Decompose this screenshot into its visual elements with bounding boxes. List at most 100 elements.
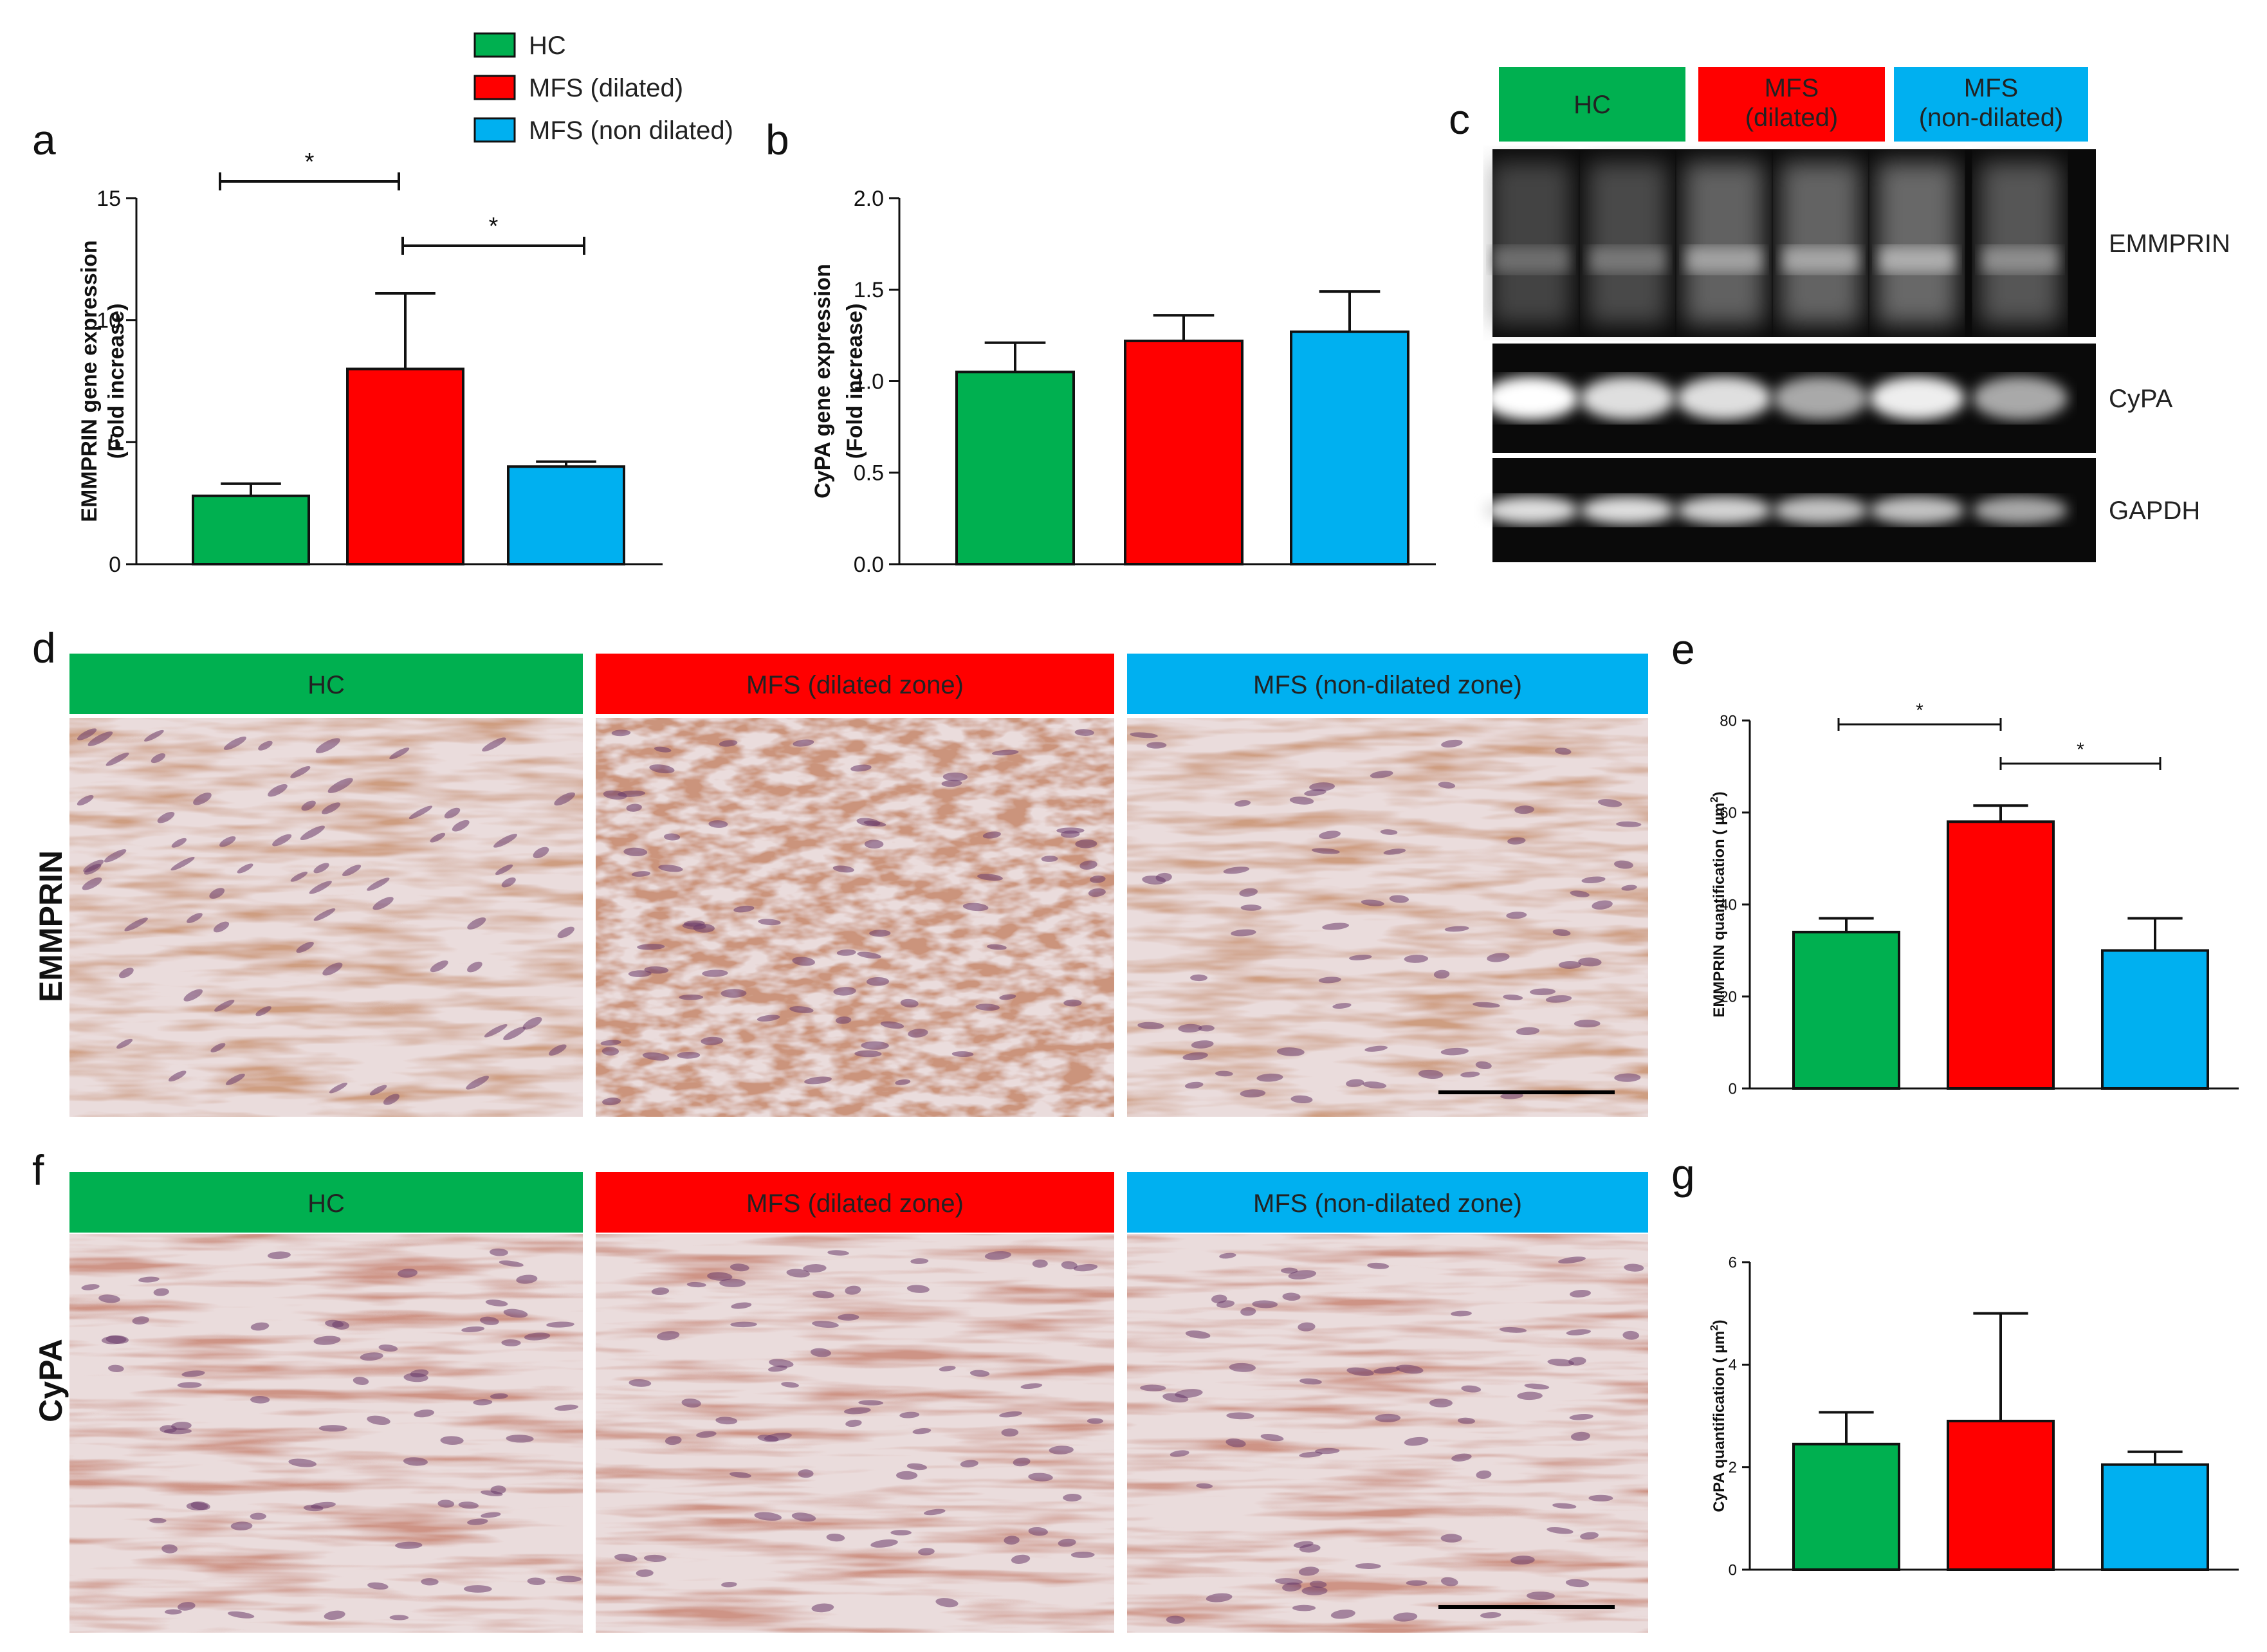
- panel-f-nucleus: [1527, 1592, 1555, 1601]
- panel-f-nucleus: [186, 1502, 208, 1510]
- panel-label-f: f: [32, 1146, 44, 1194]
- panel-d-nucleus: [1545, 995, 1572, 1003]
- chart-a-sig-star-0: *: [305, 149, 315, 176]
- panel-f-nucleus: [1299, 1378, 1322, 1385]
- panel-f-nucleus: [318, 1425, 347, 1432]
- panel-f-nucleus: [101, 1335, 127, 1345]
- panel-f-nucleus: [1196, 1483, 1213, 1489]
- panel-d-nucleus: [268, 784, 288, 797]
- panel-label-g: g: [1671, 1150, 1695, 1198]
- chart-e-tick-label-3: 60: [1720, 804, 1737, 821]
- panel-f-nucleus: [1622, 1330, 1639, 1340]
- panel-d-nucleus: [223, 737, 246, 750]
- panel-d-nucleus: [1438, 782, 1456, 789]
- panel-f-nucleus: [845, 1285, 861, 1295]
- panel-d-nucleus: [408, 805, 433, 820]
- panel-f-nucleus: [132, 1316, 149, 1325]
- chart-e-ylabel-sup: 2: [1708, 796, 1720, 802]
- panel-f-nucleus: [1330, 1610, 1355, 1619]
- panel-d-nucleus: [1487, 953, 1510, 962]
- chart-a-tick-label-2: 10: [96, 309, 121, 333]
- panel-d-nucleus: [1318, 977, 1341, 984]
- panel-d-nucleus: [124, 917, 148, 932]
- blot-1-band-1: [1580, 376, 1675, 420]
- panel-d-nucleus: [1215, 1070, 1233, 1077]
- panel-d-nucleus: [503, 1027, 526, 1040]
- panel-d-nucleus: [679, 994, 704, 1000]
- blot-header-2: [1894, 67, 2088, 142]
- panel-f-header-2: [1127, 1172, 1648, 1233]
- blot-label-1: CyPA: [2109, 385, 2173, 413]
- panel-d-nucleus: [309, 881, 332, 894]
- panel-d-nucleus: [210, 1043, 226, 1052]
- panel-f-nucleus: [353, 1377, 369, 1385]
- panel-f-nucleus: [1226, 1412, 1254, 1420]
- panel-f-nucleus: [715, 1417, 738, 1425]
- panel-f-nucleus: [313, 1335, 341, 1345]
- chart-e-tick-label-1: 20: [1720, 988, 1737, 1005]
- blot-1-band-0: [1483, 376, 1579, 420]
- panel-d-nucleus: [869, 930, 891, 937]
- panel-d-nucleus: [170, 857, 195, 871]
- panel-d-nucleus: [900, 998, 919, 1008]
- panel-d-nucleus: [1231, 929, 1256, 937]
- panel-f-nucleus: [1315, 1447, 1340, 1455]
- panel-f-nucleus: [1480, 1612, 1501, 1619]
- panel-f-nucleus: [1004, 1536, 1020, 1545]
- panel-f-nucleus: [250, 1322, 270, 1331]
- panel-f-nucleus: [1206, 1593, 1233, 1602]
- panel-f-nucleus: [1406, 1580, 1427, 1586]
- panel-f-nucleus: [1049, 1446, 1074, 1455]
- panel-f-nucleus: [1028, 1473, 1053, 1482]
- panel-f-nucleus: [811, 1603, 834, 1613]
- panel-f-nucleus: [288, 1458, 317, 1467]
- panel-d-nucleus: [501, 877, 516, 888]
- panel-d-nucleus: [219, 836, 236, 847]
- chart-e-sig-star-1: *: [2077, 739, 2084, 760]
- panel-d-nucleus: [1404, 955, 1429, 963]
- panel-f-micrograph-0: [69, 1234, 583, 1633]
- panel-d-nucleus: [1178, 1023, 1202, 1033]
- panel-d-nucleus: [430, 832, 446, 843]
- panel-f-nucleus: [838, 1314, 859, 1321]
- chart-e-bar-1: [1947, 820, 2055, 1090]
- panel-d-nucleus: [1574, 1020, 1601, 1028]
- panel-d-nucleus: [832, 865, 854, 873]
- chart-a-bar-1: [346, 367, 464, 565]
- panel-f-nucleus: [367, 1582, 389, 1590]
- panel-d-nucleus: [757, 1014, 780, 1022]
- panel-d-nucleus: [554, 792, 576, 806]
- panel-f-nucleus: [731, 1302, 752, 1309]
- panel-d-nucleus: [171, 838, 187, 848]
- panel-d-nucleus: [300, 825, 325, 840]
- panel-f-nucleus: [1517, 1391, 1543, 1400]
- panel-f-nucleus: [686, 1281, 706, 1288]
- panel-f-nucleus: [1211, 1294, 1227, 1303]
- panel-d-nucleus: [1554, 748, 1572, 755]
- panel-f-nucleus: [895, 1471, 918, 1480]
- panel-d-nucleus: [1578, 957, 1602, 967]
- panel-f-nucleus: [923, 1509, 946, 1516]
- panel-f-nucleus: [786, 1269, 810, 1278]
- panel-d-nucleus: [1370, 770, 1393, 778]
- panel-f-nucleus: [461, 1326, 485, 1332]
- panel-d-nucleus: [104, 849, 127, 863]
- panel-d-nucleus: [941, 780, 962, 787]
- panel-d-nucleus: [628, 970, 652, 977]
- panel-f-nucleus: [1451, 1453, 1472, 1462]
- panel-f-nucleus: [1298, 1566, 1319, 1576]
- chart-e-tick-label-2: 40: [1720, 896, 1737, 913]
- panel-f-nucleus: [730, 1263, 749, 1272]
- panel-d-nucleus: [313, 863, 329, 874]
- panel-d-nucleus: [1146, 742, 1167, 749]
- blot-0-lane-3: [1781, 162, 1860, 324]
- blot-0-band-1: [1590, 246, 1665, 273]
- panel-f-nucleus: [707, 1272, 733, 1281]
- panel-d-nucleus: [452, 820, 470, 832]
- panel-d-nucleus: [1311, 848, 1340, 854]
- chart-g-bar-2: [2101, 1463, 2209, 1572]
- panel-d-nucleus: [1137, 1022, 1164, 1029]
- panel-d-nucleus: [1041, 856, 1058, 862]
- panel-f-nucleus: [798, 1469, 814, 1478]
- panel-d-nucleus: [322, 802, 341, 814]
